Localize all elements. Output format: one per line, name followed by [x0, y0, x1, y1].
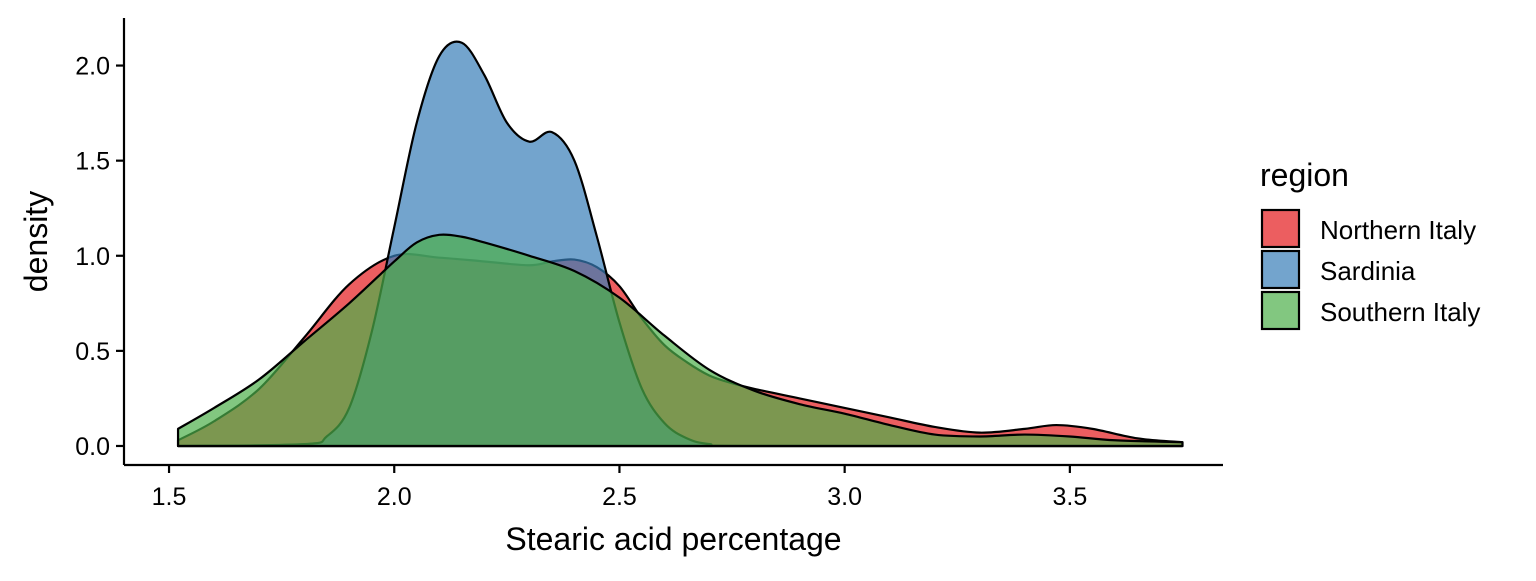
legend-items: Northern Italy Sardinia Southern Italy — [1260, 208, 1480, 331]
legend-item-northern-italy: Northern Italy — [1260, 208, 1476, 249]
y-tick-label: 2.0 — [75, 53, 110, 81]
legend-item-southern-italy: Southern Italy — [1260, 290, 1480, 331]
legend-label-sardinia: Sardinia — [1320, 256, 1416, 286]
y-tick-label: 0.0 — [75, 433, 110, 461]
density-area-southern-italy — [176, 233, 1184, 448]
axes: 1.5 2.0 2.5 3.0 3.5 0.0 0.5 1.0 1.5 2.0 — [75, 18, 1223, 511]
legend-item-sardinia: Sardinia — [1260, 249, 1416, 290]
legend-swatch-southern-italy — [1260, 290, 1301, 331]
plot-areas — [176, 40, 1184, 448]
legend-label-northern-italy: Northern Italy — [1320, 215, 1476, 245]
x-axis-title: Stearic acid percentage — [505, 521, 841, 557]
x-tick-label: 1.5 — [152, 483, 187, 511]
y-tick-label: 1.5 — [75, 148, 110, 176]
legend-swatch-sardinia — [1260, 249, 1301, 290]
y-tick-label: 1.0 — [75, 243, 110, 271]
x-axis-ticks: 1.5 2.0 2.5 3.0 3.5 — [152, 465, 1087, 511]
x-tick-label: 3.5 — [1052, 483, 1087, 511]
legend-swatch-northern-italy — [1260, 208, 1301, 249]
x-tick-label: 2.5 — [602, 483, 637, 511]
y-tick-label: 0.5 — [75, 338, 110, 366]
legend-label-southern-italy: Southern Italy — [1320, 297, 1480, 327]
y-axis-title: density — [18, 191, 54, 292]
legend-title: region — [1260, 157, 1349, 193]
y-axis-ticks: 0.0 0.5 1.0 1.5 2.0 — [75, 53, 124, 461]
x-tick-label: 3.0 — [827, 483, 862, 511]
legend: region Northern Italy Sardinia Southern It… — [1260, 157, 1480, 331]
x-tick-label: 2.0 — [377, 483, 412, 511]
